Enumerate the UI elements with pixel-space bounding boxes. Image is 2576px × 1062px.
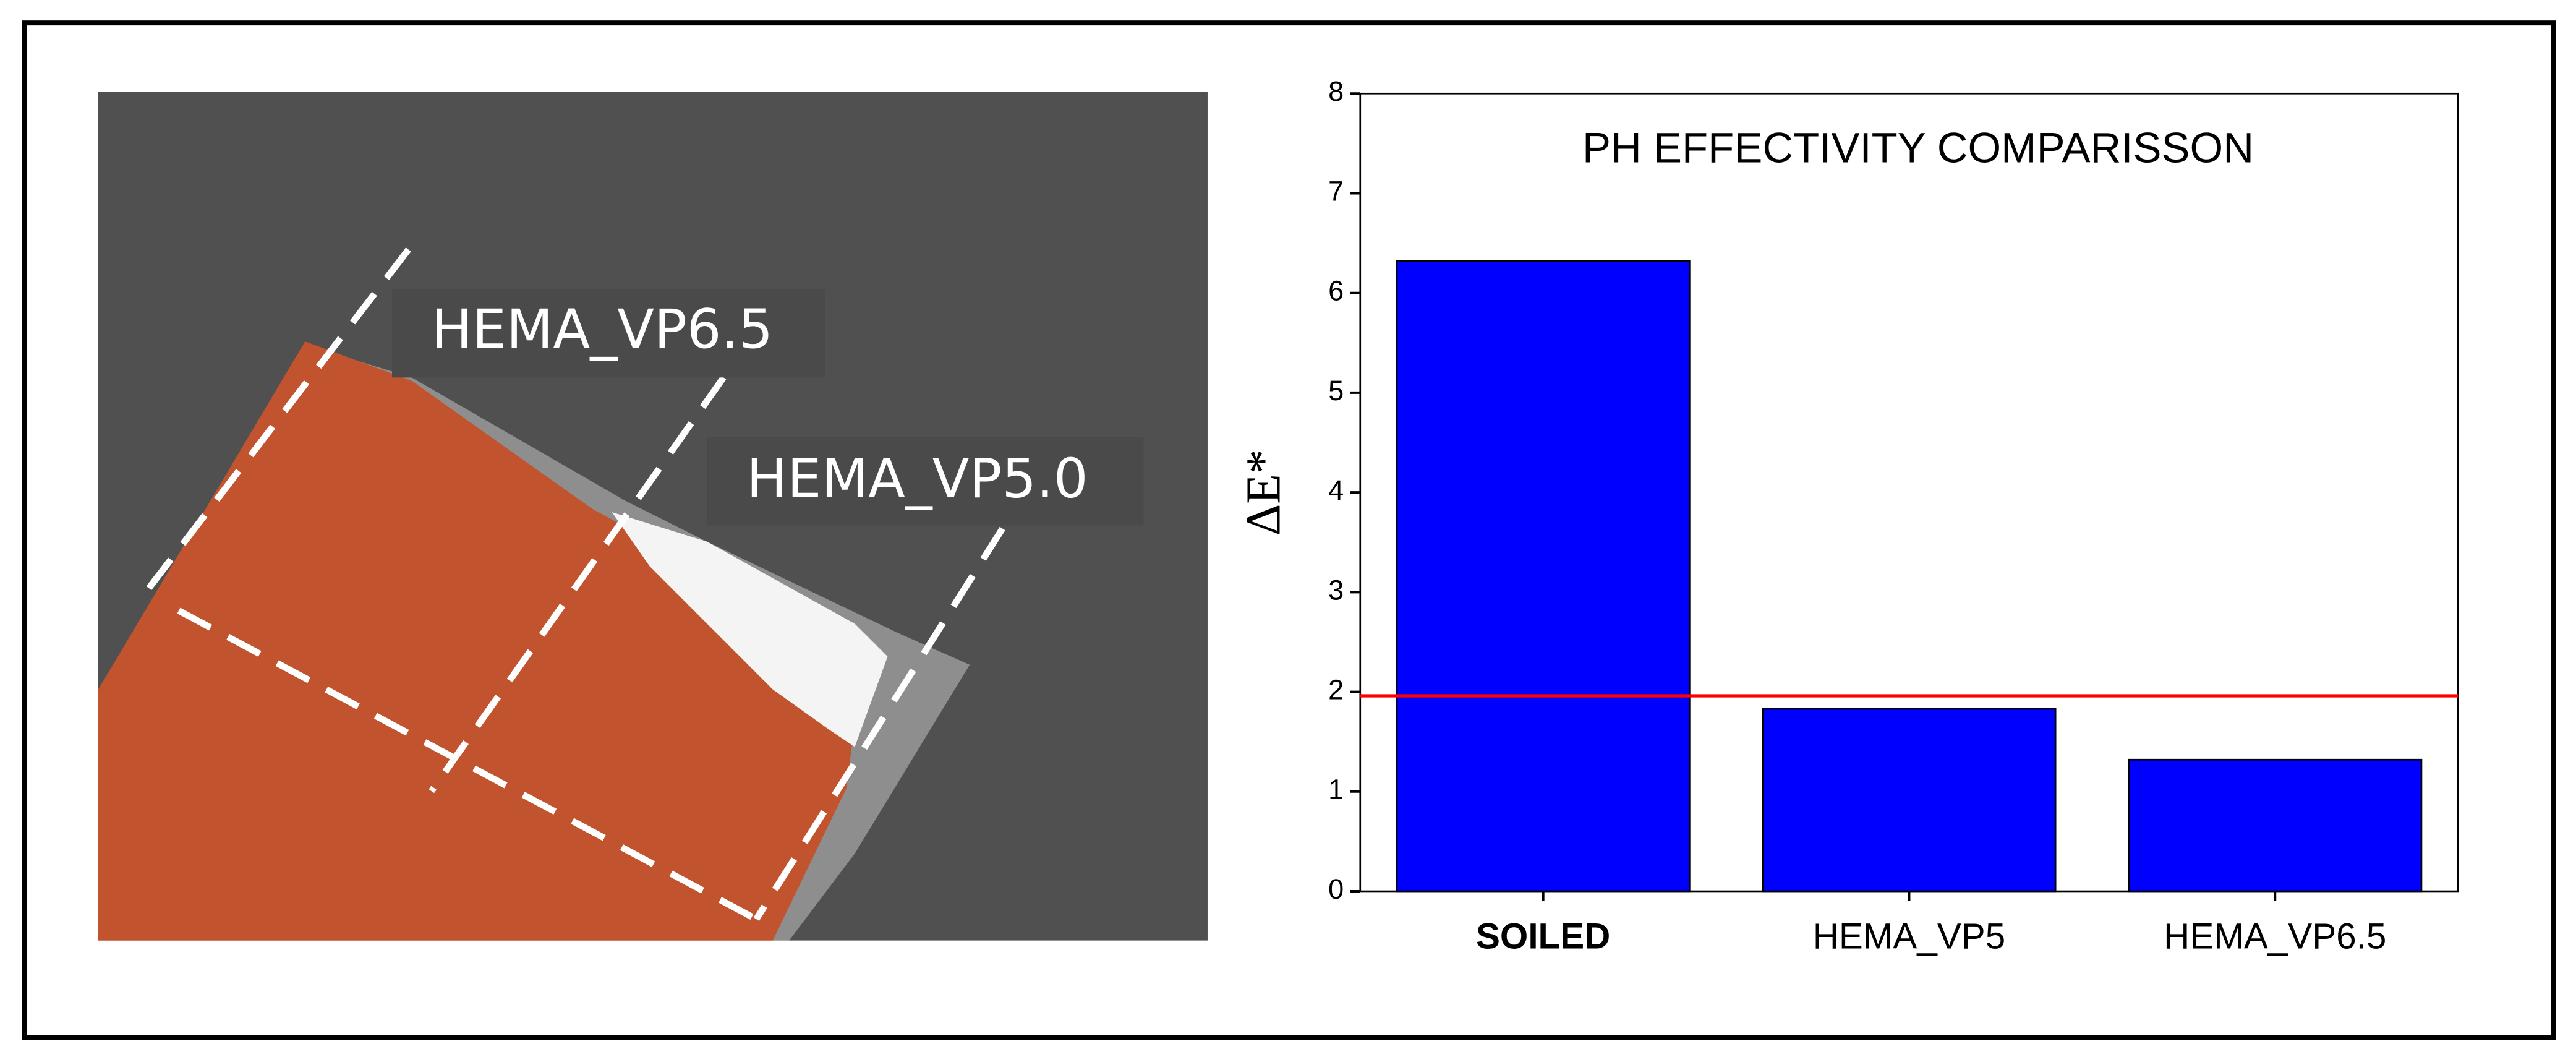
label-box <box>707 436 1144 526</box>
chart-title: PH EFFECTIVITY COMPARISSON <box>1582 124 2254 171</box>
y-axis-label: ΔE* <box>1236 449 1290 536</box>
chart: PH EFFECTIVITY COMPARISSON ΔE* 0 1 2 3 4 5 6 7 8… <box>1236 75 2459 956</box>
label-box <box>392 289 825 378</box>
bar <box>1396 260 1691 893</box>
x-tick-label: HEMA_VP5 <box>1813 916 2005 956</box>
bar <box>2128 758 2423 893</box>
y-tick-label: 6 <box>1328 275 1344 307</box>
y-tick-label: 3 <box>1328 574 1344 606</box>
y-tick-label: 1 <box>1328 774 1344 805</box>
photo-label: HEMA_VP6.5 <box>432 298 773 361</box>
bar <box>1762 708 2057 893</box>
photo: HEMA_VP6.5 HEMA_VP5.0 <box>98 92 1208 941</box>
x-tick-label: HEMA_VP6.5 <box>2164 916 2386 956</box>
dashed-outline <box>142 247 1005 922</box>
y-tick-label: 7 <box>1328 175 1344 207</box>
y-tick-label: 5 <box>1328 375 1344 406</box>
x-tick-label: SOILED <box>1476 916 1610 956</box>
y-tick-label: 4 <box>1328 474 1344 506</box>
y-tick-label: 2 <box>1328 674 1344 705</box>
soil-layer <box>98 341 855 941</box>
photo-label: HEMA_VP5.0 <box>746 447 1088 510</box>
y-tick-label: 0 <box>1328 873 1344 905</box>
y-tick-label: 8 <box>1328 75 1344 107</box>
clean-area <box>612 512 888 747</box>
